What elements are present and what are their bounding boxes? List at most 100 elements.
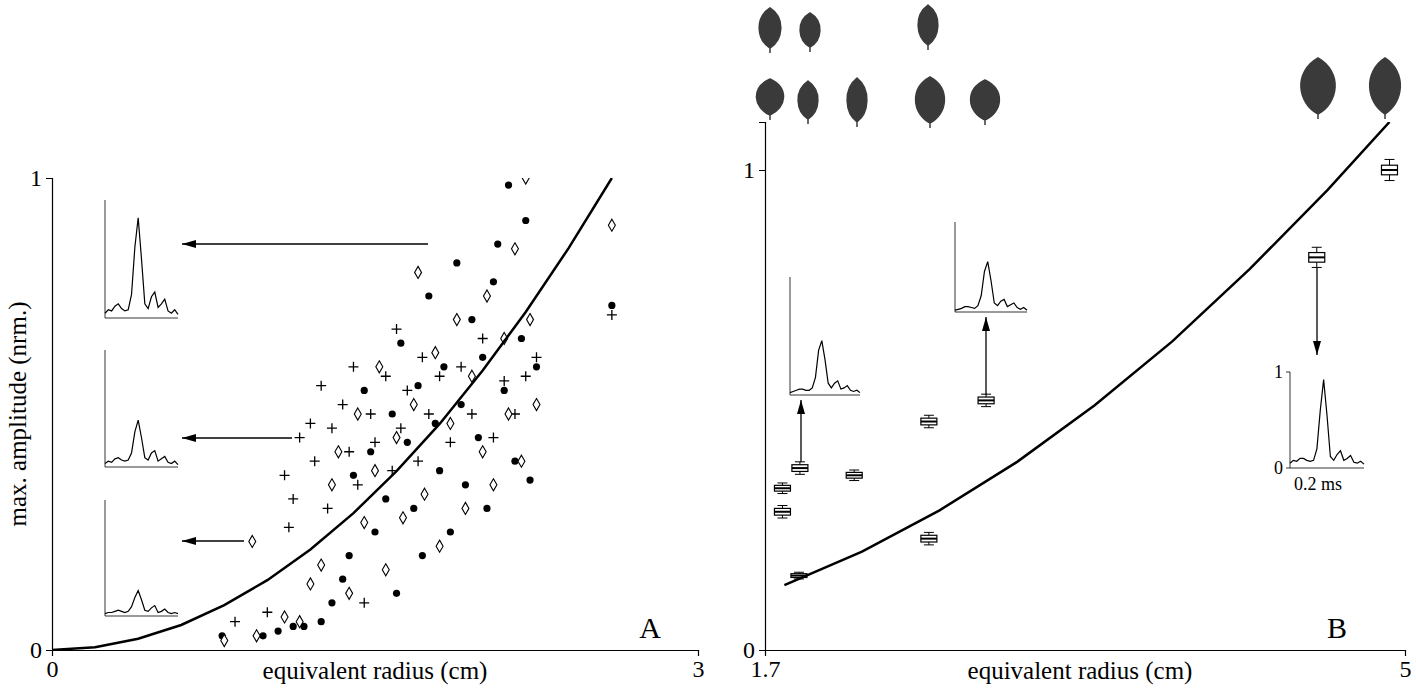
point [526,476,533,483]
inset-baseline [790,395,860,396]
point [511,243,518,255]
point [475,434,482,441]
point [447,417,454,429]
box [921,415,937,427]
tick: 5 [1400,650,1412,682]
whisker-cap-high [924,532,934,533]
point [290,623,297,630]
leaf-icon [800,13,820,52]
inset-ground [1290,372,1364,468]
whisker-cap-low [924,544,934,545]
point [371,528,378,535]
x-axis-title: equivalent radius (cm) [263,657,488,685]
point [436,467,443,474]
point [316,381,326,391]
tick-label: 1 [30,165,42,191]
point [221,635,228,647]
point [440,363,447,370]
scatter-series [219,181,616,639]
box-median [1309,256,1325,258]
point [376,361,383,373]
box-median [774,487,790,489]
point [417,352,427,362]
whisker-cap-low [777,518,787,519]
inset: 010.2 ms [1274,362,1364,494]
box-body [921,535,937,542]
point [494,240,501,247]
point [397,340,404,347]
point [522,178,529,184]
leaf-icon [798,81,818,124]
point [275,628,282,635]
tick-label: 0 [47,656,59,682]
box-body [921,418,937,425]
box [846,470,862,481]
inset [955,222,1027,312]
point [230,617,240,627]
tick-mark [46,650,52,651]
point [361,517,368,529]
point [518,335,525,342]
point [518,455,525,467]
leaf-icon [971,80,1000,125]
whisker-cap-high [795,461,805,462]
x-axis-title: equivalent radius (cm) [968,657,1193,685]
point [468,316,475,323]
fit-curve [784,122,1389,585]
point [532,352,542,362]
point [310,456,320,466]
inset [105,500,178,616]
point [424,409,434,419]
whisker-cap-high [1312,247,1322,248]
plot-area [52,178,617,650]
whisker-cap-high [924,415,934,416]
arrow [182,540,244,541]
waveform [955,262,1027,311]
inset-tick-mark [1286,468,1290,469]
point [366,409,376,419]
point [353,480,363,490]
box-body [978,397,994,404]
whisker-cap-low [777,493,787,494]
point [453,314,460,326]
inset-tick-label: 1 [1274,362,1283,382]
box [774,506,790,518]
point [372,465,379,477]
point [396,423,406,433]
waveform [105,218,178,315]
point [323,503,333,513]
axis-line [759,123,766,651]
box [921,532,937,544]
point [490,479,497,491]
arrow [1316,268,1317,355]
inset-y-axis [955,222,956,312]
panel: 1.7501equivalent radius (cm)B010.2 ms [743,5,1412,685]
tick-mark [46,178,52,179]
point [359,598,369,608]
waveform [105,590,178,613]
point [262,607,272,617]
point [456,362,466,372]
box-median [921,421,937,423]
figure: 0301equivalent radius (cm)max. amplitude… [0,0,1416,694]
box-body [846,472,862,478]
point [393,590,400,597]
tick-mark [759,170,765,171]
leaf-icon [918,5,938,50]
y-axis-title: max. amplitude (nrm.) [4,302,32,527]
axis-line [46,179,53,651]
waveform [105,420,178,464]
point [318,618,325,625]
point [414,382,421,389]
point [608,302,615,309]
leaf-icon [759,8,781,53]
point [328,599,335,606]
point [505,181,512,188]
tick: 1 [30,165,52,191]
point [350,472,357,479]
panel-letter: A [639,611,661,644]
box [774,483,790,494]
whisker-cap-high [849,470,859,471]
inset-baseline [955,312,1027,313]
point [354,408,361,420]
